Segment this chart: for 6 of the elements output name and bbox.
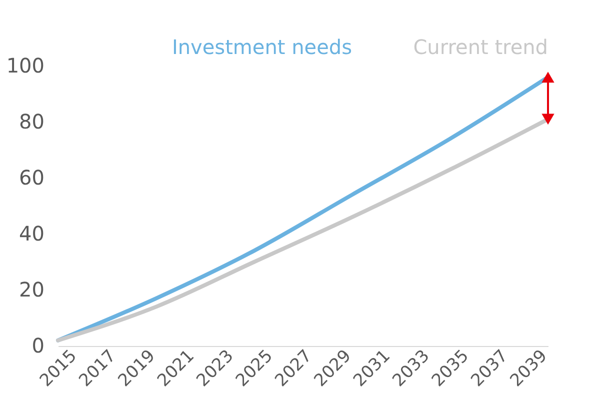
y-tick-label: 80	[19, 110, 44, 134]
y-tick-label: 40	[19, 222, 44, 246]
y-tick-label: 20	[19, 278, 44, 302]
y-tick-label: 60	[19, 166, 44, 190]
text: Investment needs	[172, 35, 352, 59]
y-tick-label: 100	[6, 54, 44, 78]
